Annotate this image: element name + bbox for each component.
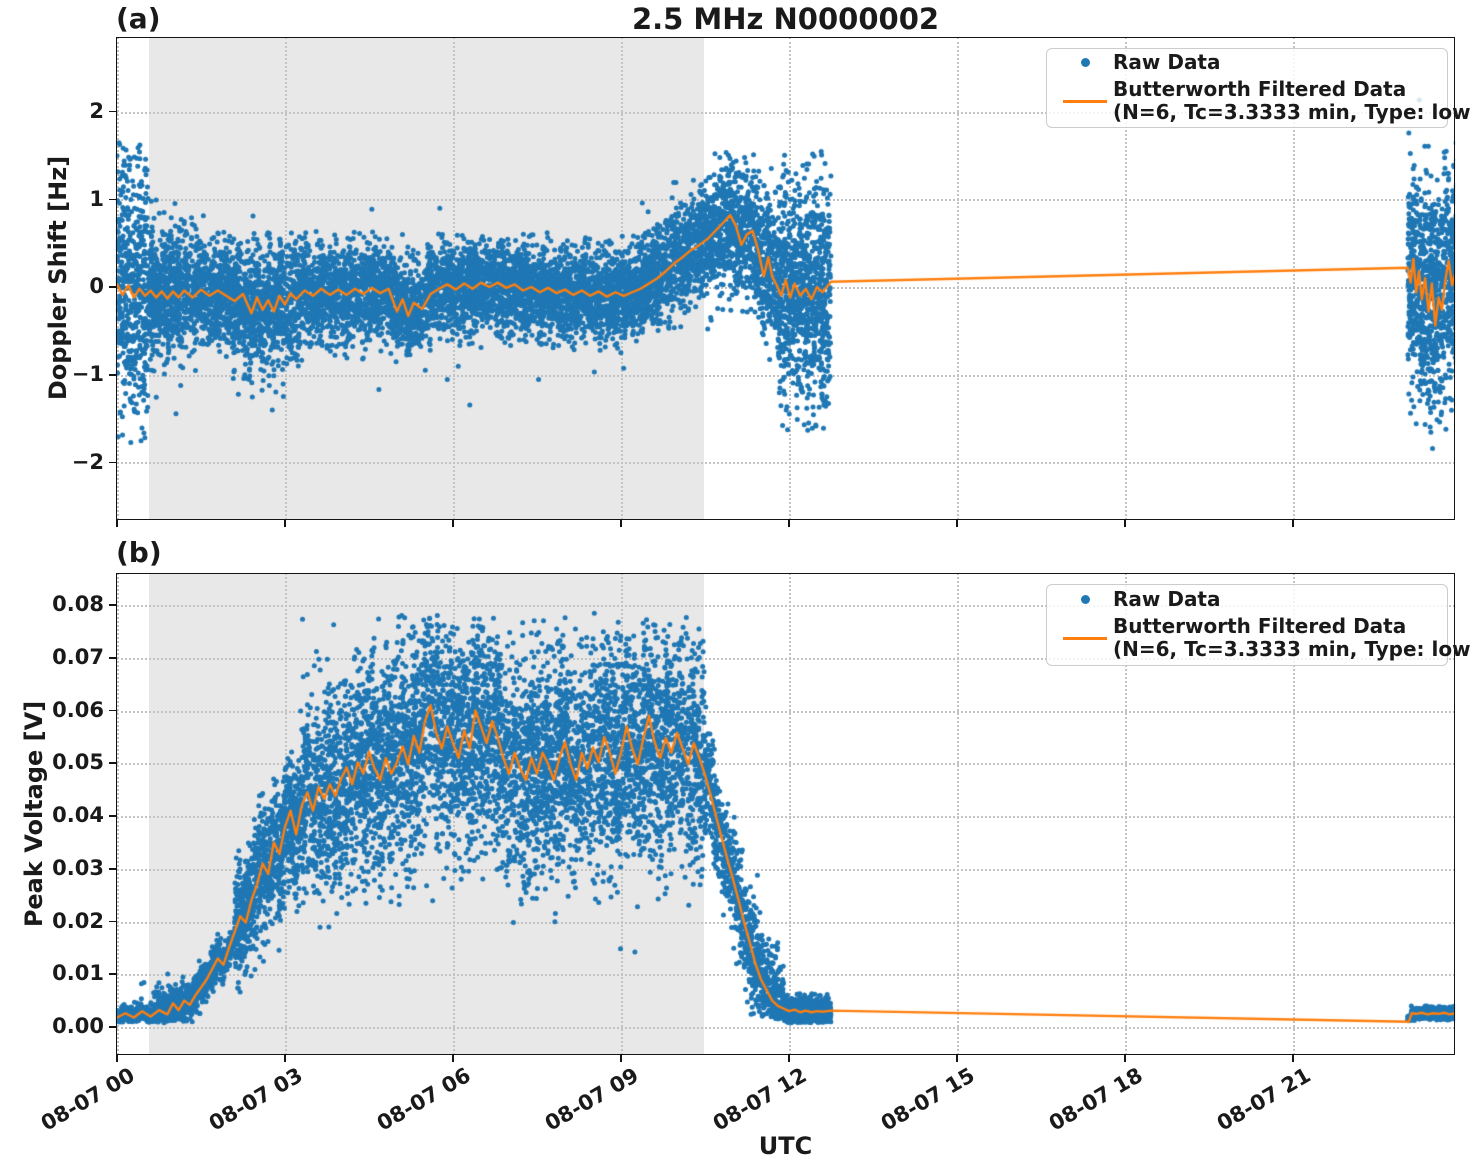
ytick-b-004: 0.04: [52, 803, 104, 827]
legend-b-filtered-label: Butterworth Filtered Data (N=6, Tc=3.333…: [1113, 613, 1472, 662]
ytick-b-000: 0.00: [52, 1014, 104, 1038]
y-tick-mark: [109, 709, 116, 712]
legend-b-filtered-line1: Butterworth Filtered Data: [1113, 613, 1407, 638]
x-tick-mark: [452, 1055, 454, 1062]
x-tick-mark: [1292, 520, 1294, 527]
raw-data-marker-icon: [1057, 58, 1113, 68]
x-tick-mark: [284, 1055, 286, 1062]
y-tick-mark: [109, 110, 116, 113]
y-tick-mark: [109, 815, 116, 817]
legend-b-raw-label: Raw Data: [1113, 587, 1221, 612]
x-tick-mark: [116, 1055, 118, 1062]
ytick-a-0: 0: [89, 274, 104, 298]
ytick-b-006: 0.06: [52, 698, 104, 722]
y-tick-mark: [109, 286, 116, 288]
x-tick-mark: [620, 520, 622, 527]
filtered-line-marker-icon: [1057, 99, 1113, 103]
x-axis-label: UTC: [758, 1132, 813, 1160]
ytick-a-2: 2: [89, 99, 104, 123]
legend-b-raw-row: Raw Data: [1057, 588, 1435, 612]
legend-a-raw-label: Raw Data: [1113, 50, 1221, 75]
x-tick-mark: [284, 520, 286, 527]
y-tick-mark: [109, 461, 116, 464]
legend-a-filtered-line2: (N=6, Tc=3.3333 min, Type: low): [1113, 100, 1472, 125]
legend-b: Raw Data Butterworth Filtered Data (N=6,…: [1046, 584, 1472, 666]
ytick-b-005: 0.05: [52, 750, 104, 774]
x-tick-mark: [452, 520, 454, 527]
legend-a: Raw Data Butterworth Filtered Data (N=6,…: [1046, 48, 1472, 128]
y-tick-mark: [109, 973, 116, 976]
ytick-a-m2: −2: [71, 450, 104, 474]
y-tick-mark: [109, 920, 116, 923]
chart-title: 2.5 MHz N0000002: [631, 2, 940, 36]
y-tick-mark: [109, 604, 116, 606]
ytick-b-008: 0.08: [52, 592, 104, 616]
y-tick-mark: [109, 373, 116, 376]
legend-a-raw-row: Raw Data: [1057, 51, 1435, 75]
ytick-b-002: 0.02: [52, 909, 104, 933]
legend-b-filtered-row: Butterworth Filtered Data (N=6, Tc=3.333…: [1057, 614, 1472, 662]
x-tick-mark: [1292, 1055, 1294, 1062]
y-tick-mark: [109, 1026, 116, 1028]
ytick-b-003: 0.03: [52, 856, 104, 880]
x-tick-mark: [788, 1055, 790, 1062]
x-tick-mark: [1124, 1055, 1126, 1062]
x-tick-mark: [1124, 520, 1126, 527]
ytick-b-001: 0.01: [52, 961, 104, 985]
panel-b-label: (b): [116, 536, 162, 569]
y-tick-mark: [109, 198, 116, 201]
x-tick-mark: [116, 520, 118, 527]
x-tick-mark: [788, 520, 790, 527]
legend-b-filtered-line2: (N=6, Tc=3.3333 min, Type: low): [1113, 637, 1472, 662]
y-tick-mark: [109, 867, 116, 870]
panel-a-label: (a): [116, 2, 161, 35]
x-tick-mark: [956, 520, 958, 527]
x-tick-mark: [956, 1055, 958, 1062]
legend-a-filtered-row: Butterworth Filtered Data (N=6, Tc=3.333…: [1057, 77, 1472, 125]
raw-data-marker-icon: [1057, 595, 1113, 605]
filtered-line-marker-icon: [1057, 636, 1113, 640]
y-tick-mark: [109, 762, 116, 765]
legend-a-filtered-label: Butterworth Filtered Data (N=6, Tc=3.333…: [1113, 76, 1472, 125]
y-tick-mark: [109, 656, 116, 659]
ytick-a-1: 1: [89, 187, 104, 211]
ytick-b-007: 0.07: [52, 645, 104, 669]
ytick-a-m1: −1: [71, 362, 104, 386]
legend-a-filtered-line1: Butterworth Filtered Data: [1113, 76, 1407, 101]
x-tick-mark: [620, 1055, 622, 1062]
